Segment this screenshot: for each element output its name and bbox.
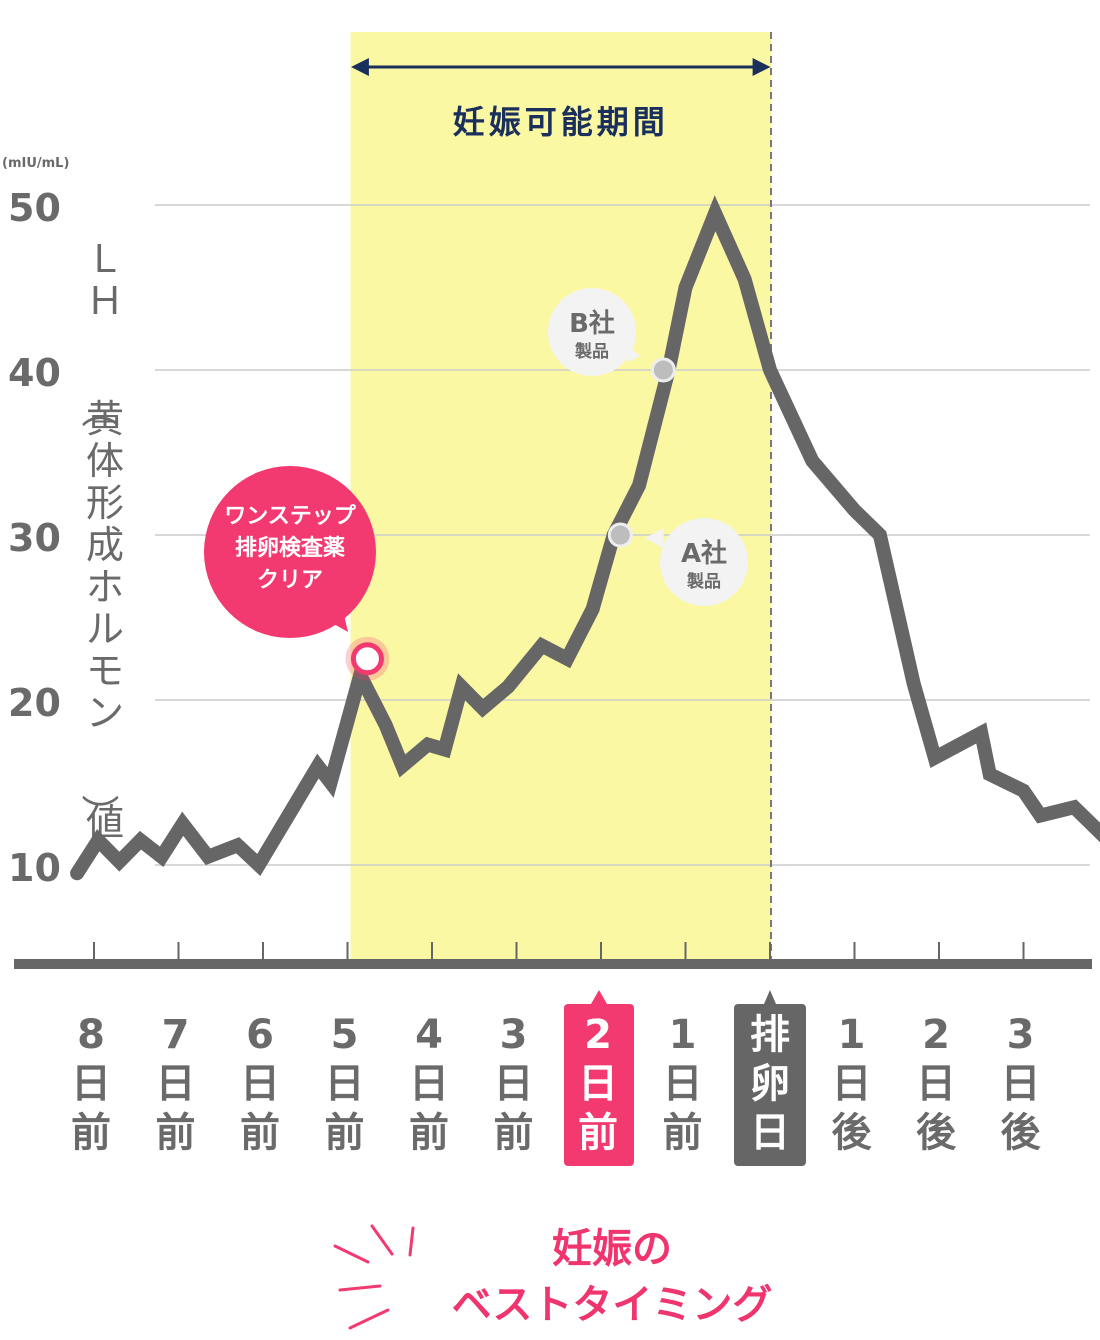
x-category-label-10-1: 日	[916, 1061, 956, 1107]
x-category-label-0-0: 8	[77, 1012, 105, 1058]
timing-burst-line-3	[338, 1284, 382, 1292]
x-category-label-10-0: 2	[922, 1012, 950, 1058]
y-unit-label: (mIU/mL)	[2, 156, 69, 171]
x-category-label-8-0: 排	[750, 1012, 790, 1058]
y-tick-label-50: 50	[8, 186, 61, 230]
x-category-label-0-1: 日	[71, 1061, 111, 1107]
x-category-label-2-0: 6	[246, 1012, 274, 1058]
one-step-label-line-0: ワンステップ	[224, 504, 357, 529]
one-step-bubble	[204, 466, 376, 638]
ovulation-day-box	[734, 1004, 806, 1166]
x-category-label-9-1: 日	[832, 1061, 872, 1107]
x-category-label-1-1: 日	[156, 1061, 196, 1107]
product-b-marker	[650, 357, 676, 383]
x-category-label-4-2: 前	[409, 1110, 449, 1156]
timing-burst-line-2	[408, 1226, 415, 1257]
x-category-label-3-2: 前	[325, 1110, 365, 1156]
product-b-bubble-tail	[622, 340, 640, 362]
fertile-window-band	[350, 32, 771, 964]
x-category-label-9-2: 後	[832, 1110, 873, 1156]
x-category-label-3-1: 日	[325, 1061, 365, 1107]
y-tick-label-10: 10	[8, 846, 61, 890]
x-category-label-1-2: 前	[156, 1110, 196, 1156]
x-category-label-4-0: 4	[415, 1012, 443, 1058]
highlight-box-2days-before	[564, 1004, 634, 1166]
x-category-label-11-2: 後	[1001, 1110, 1042, 1156]
one-step-label-line-1: 排卵検査薬	[235, 536, 345, 561]
ovulation-pointer	[764, 990, 776, 1004]
x-category-label-0-2: 前	[71, 1110, 111, 1156]
one-step-bubble-tail	[318, 598, 348, 632]
lh-series-line	[70, 195, 1100, 881]
product-b-bubble	[548, 288, 636, 376]
x-category-label-8-1: 卵	[750, 1061, 790, 1107]
x-category-label-11-1: 日	[1001, 1061, 1041, 1107]
x-category-label-2-1: 日	[240, 1061, 280, 1107]
fertile-window-label: 妊娠可能期間	[453, 103, 669, 141]
x-category-label-2-2: 前	[240, 1110, 280, 1156]
x-category-label-5-1: 日	[494, 1061, 534, 1107]
x-category-label-7-1: 日	[663, 1061, 703, 1107]
x-category-label-7-0: 1	[669, 1012, 697, 1058]
product-a-bubble-tail	[645, 528, 664, 548]
x-category-label-6-2: 前	[578, 1110, 618, 1156]
y-tick-label-20: 20	[8, 681, 61, 725]
y-axis-label: ＬＨ（黄体形成ホルモン）値	[77, 237, 124, 845]
product-a-name: A社	[681, 538, 727, 569]
product-a-marker	[607, 522, 633, 548]
x-category-label-10-2: 後	[916, 1110, 957, 1156]
product-a-sub: 製品	[686, 571, 721, 592]
timing-burst-line-4	[348, 1308, 390, 1330]
highlight-pointer	[591, 990, 607, 1004]
y-tick-label-30: 30	[8, 516, 61, 560]
product-a-bubble	[660, 518, 748, 606]
y-tick-label-40: 40	[8, 351, 61, 395]
x-category-label-11-0: 3	[1007, 1012, 1035, 1058]
x-category-label-3-0: 5	[331, 1012, 359, 1058]
x-category-label-7-2: 前	[663, 1110, 703, 1156]
one-step-label-line-2: クリア	[257, 568, 323, 593]
x-category-label-5-0: 3	[500, 1012, 528, 1058]
x-category-label-6-0: 2	[584, 1012, 612, 1058]
best-timing-line-0: 妊娠の	[552, 1226, 672, 1272]
timing-burst-line-1	[370, 1224, 394, 1256]
timing-burst-line-0	[333, 1244, 370, 1264]
x-category-label-6-1: 日	[578, 1061, 618, 1107]
x-axis-line	[14, 959, 1092, 969]
best-timing-line-1: ベストタイミング	[452, 1282, 773, 1328]
product-b-sub: 製品	[574, 341, 609, 362]
x-category-label-4-1: 日	[409, 1061, 449, 1107]
x-category-label-9-0: 1	[838, 1012, 866, 1058]
one-step-marker	[350, 642, 384, 676]
x-category-label-8-2: 日	[750, 1110, 790, 1156]
product-b-name: B社	[569, 308, 615, 339]
x-category-label-1-0: 7	[162, 1012, 190, 1058]
x-category-label-5-2: 前	[494, 1110, 534, 1156]
